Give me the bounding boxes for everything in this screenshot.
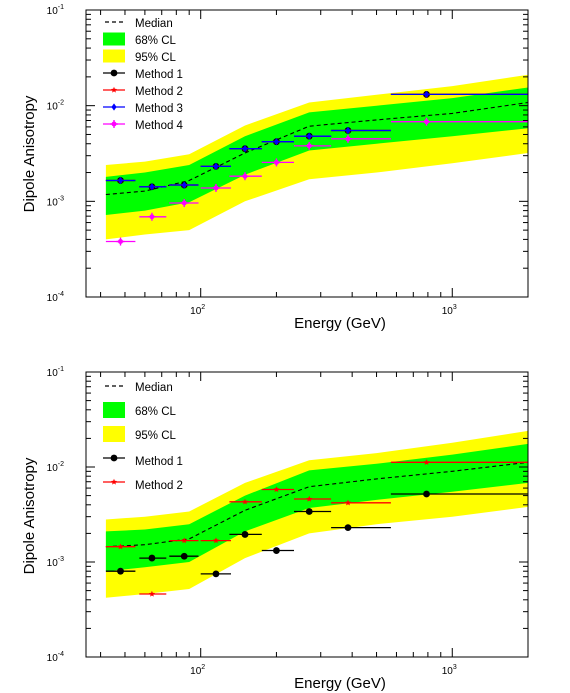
legend-label-method1: Method 1 <box>135 69 183 81</box>
data-point <box>148 554 156 562</box>
data-point <box>211 183 220 192</box>
bottom-chart-ylabel: Dipole Anisotropy <box>21 457 38 574</box>
legend-swatch-68cl <box>103 32 125 46</box>
series-method-1 <box>105 490 528 578</box>
y-tick-label: 10-1 <box>47 4 64 17</box>
series-method-2 <box>105 459 528 597</box>
legend-swatch-method-2 <box>111 478 117 485</box>
data-point <box>272 158 281 167</box>
x-tick-label: 102 <box>190 664 205 677</box>
legend-label-68cl: 68% CL <box>135 35 177 47</box>
data-point <box>240 172 249 181</box>
data-point <box>181 181 187 189</box>
x-tick-label: 102 <box>190 304 205 317</box>
data-point <box>306 132 312 140</box>
data-point <box>212 537 219 544</box>
data-point <box>422 117 431 126</box>
top-chart-legend: Median 68% CL 95% CL Method 1 Method 2 M… <box>103 18 184 132</box>
data-point <box>242 498 248 505</box>
legend-swatch-method-3 <box>111 103 117 111</box>
legend-label-method1: Method 1 <box>135 456 183 468</box>
plot-frame <box>85 9 529 298</box>
data-point <box>344 524 352 532</box>
legend-label-68cl: 68% CL <box>135 406 177 418</box>
bottom-chart-xlabel: Energy (GeV) <box>294 675 386 692</box>
legend-swatch-method-4 <box>110 120 118 128</box>
y-tick-label: 10-4 <box>47 291 64 304</box>
legend-label-method2: Method 2 <box>135 86 183 98</box>
data-point <box>180 552 188 560</box>
top-chart-ylabel: Dipole Anisotropy <box>21 95 38 212</box>
data-point <box>181 537 188 544</box>
legend-label-95cl: 95% CL <box>135 52 177 64</box>
data-point <box>147 212 156 221</box>
bottom-chart-panel: Dipole Anisotropy Energy (GeV) 102 103 10-… <box>21 366 529 692</box>
legend-label-median: Median <box>135 18 173 30</box>
legend-label-method2: Method 2 <box>135 480 183 492</box>
data-point <box>212 570 220 578</box>
data-point <box>116 237 125 246</box>
data-point <box>305 508 313 515</box>
legend-label-95cl: 95% CL <box>135 430 177 442</box>
band-68cl <box>105 443 529 572</box>
data-point <box>344 499 351 506</box>
y-tick-label: 10-4 <box>47 651 64 664</box>
series-method-4 <box>105 117 528 246</box>
data-point <box>242 145 248 153</box>
legend-swatches <box>103 21 125 128</box>
data-point <box>117 543 124 550</box>
top-chart-panel: Dipole Anisotropy Energy (GeV) 102 103 10-… <box>21 4 529 332</box>
y-tick-label: 10-2 <box>47 100 64 113</box>
legend-swatch-95cl <box>103 426 125 442</box>
y-tick-label: 10-3 <box>47 195 64 208</box>
data-point <box>149 183 155 191</box>
data-point <box>423 90 430 99</box>
data-point <box>273 138 280 146</box>
data-point <box>213 162 219 170</box>
data-point <box>305 141 314 150</box>
data-point <box>345 126 351 135</box>
plot-area: 102 103 10-4 10-3 10-2 10-1 <box>47 366 529 677</box>
legend-swatch-method-1 <box>110 69 118 77</box>
legend-label-method4: Method 4 <box>135 120 184 132</box>
series-method-3 <box>105 90 528 191</box>
x-tick-label: 103 <box>442 304 457 317</box>
top-chart-xlabel: Energy (GeV) <box>294 315 386 332</box>
legend-label-median: Median <box>135 382 173 394</box>
legend-swatch-method-2 <box>111 86 117 93</box>
data-point <box>117 176 124 185</box>
y-tick-label: 10-2 <box>47 461 64 474</box>
axes: 102 103 10-4 10-3 10-2 10-1 <box>47 4 529 317</box>
data-point <box>306 495 313 502</box>
legend-swatch-method-1 <box>110 454 118 462</box>
median-line <box>105 461 529 548</box>
data-point <box>241 531 249 538</box>
band-68cl <box>105 87 529 215</box>
data-point <box>273 547 280 554</box>
plot-area: 102 103 10-4 10-3 10-2 10-1 <box>47 4 529 317</box>
legend-label-method3: Method 3 <box>135 103 183 115</box>
legend-swatch-95cl <box>103 49 125 63</box>
data-point <box>180 199 189 208</box>
data-point <box>423 459 430 465</box>
y-tick-label: 10-1 <box>47 366 64 379</box>
data-point <box>117 567 124 575</box>
data-point <box>343 134 352 143</box>
y-tick-label: 10-3 <box>47 556 64 569</box>
data-point <box>148 590 155 597</box>
data-point <box>273 486 280 493</box>
legend-swatch-68cl <box>103 402 125 418</box>
data-point <box>423 490 430 498</box>
plot-frame <box>85 371 529 658</box>
bottom-chart-legend: Median 68% CL 95% CL Method 1 Method 2 <box>103 382 183 492</box>
x-tick-label: 103 <box>442 664 457 677</box>
legend-swatches <box>103 385 125 485</box>
